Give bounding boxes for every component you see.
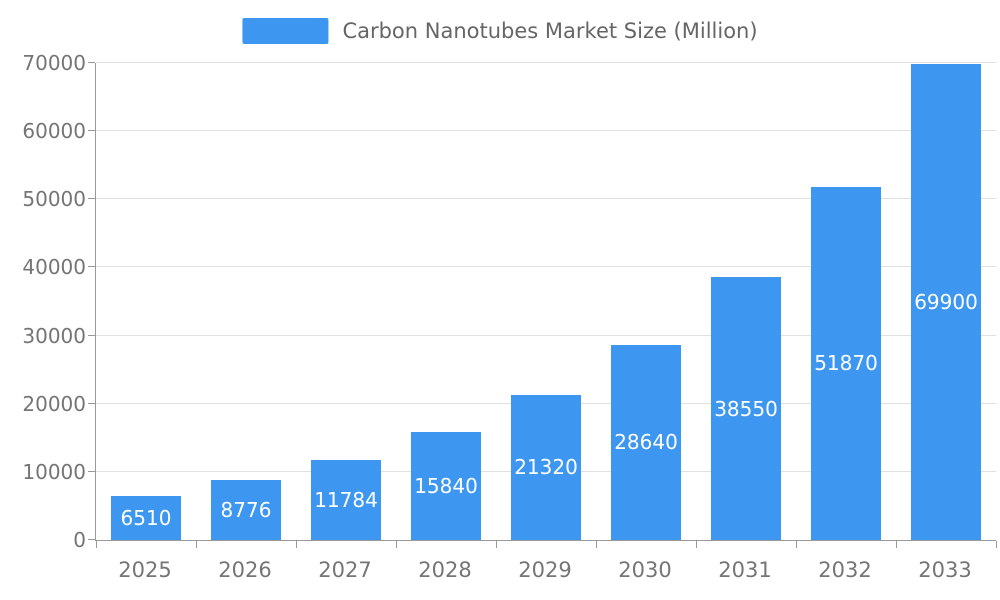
x-tick-label-2032: 2032 xyxy=(818,558,872,582)
y-tick-label: 70000 xyxy=(22,51,86,75)
y-axis-tick xyxy=(88,539,95,540)
y-tick-label: 40000 xyxy=(22,255,86,280)
y-gridline xyxy=(96,198,996,200)
x-axis-tick xyxy=(896,541,897,548)
legend-label: Carbon Nanotubes Market Size (Million) xyxy=(342,19,758,43)
bar-2026[interactable]: 8776 xyxy=(211,480,281,540)
y-gridline xyxy=(96,266,996,268)
y-axis-tick xyxy=(88,334,95,336)
bar-value-label: 28640 xyxy=(614,430,678,455)
y-axis-tick xyxy=(88,62,95,63)
x-axis-tick xyxy=(596,541,597,548)
x-tick-label-2031: 2031 xyxy=(718,558,772,582)
x-axis-tick xyxy=(496,541,497,548)
x-tick-label-2025: 2025 xyxy=(118,558,172,582)
bar-2031[interactable]: 38550 xyxy=(711,277,781,540)
x-axis: 2025 2026 2027 2028 2029 2030 2031 2032 2033 xyxy=(95,553,995,593)
chart-legend[interactable]: Carbon Nanotubes Market Size (Million) xyxy=(242,18,758,44)
x-tick-label-2029: 2029 xyxy=(518,558,572,582)
bar-value-label: 8776 xyxy=(220,498,272,523)
x-tick-label-2030: 2030 xyxy=(618,558,672,582)
x-tick-label-2028: 2028 xyxy=(418,558,472,582)
bar-2033[interactable]: 69900 xyxy=(911,63,981,540)
x-axis-tick xyxy=(396,541,397,548)
y-tick-label: 50000 xyxy=(22,187,86,212)
x-tick-label-2027: 2027 xyxy=(318,558,372,582)
y-axis-tick xyxy=(88,266,95,268)
y-axis-tick xyxy=(88,130,95,132)
y-gridline xyxy=(96,130,996,132)
bar-2030[interactable]: 28640 xyxy=(611,344,681,540)
bar-value-label: 11784 xyxy=(314,487,378,512)
x-tick-label-2033: 2033 xyxy=(918,558,972,582)
bar-value-label: 21320 xyxy=(514,455,578,480)
y-axis-tick xyxy=(88,470,95,472)
y-gridline xyxy=(96,334,996,336)
bar-value-label: 6510 xyxy=(120,505,172,530)
bar-value-label: 51870 xyxy=(814,351,878,376)
x-axis-tick xyxy=(996,541,997,548)
legend-swatch-icon xyxy=(242,18,329,44)
x-tick-label-2026: 2026 xyxy=(218,558,272,582)
bar-2025[interactable]: 6510 xyxy=(111,495,181,540)
bar-value-label: 69900 xyxy=(914,289,978,314)
y-gridline xyxy=(96,62,996,63)
x-axis-tick xyxy=(296,541,297,548)
bar-2029[interactable]: 21320 xyxy=(511,394,581,540)
x-axis-tick xyxy=(796,541,797,548)
y-axis-tick xyxy=(88,402,95,404)
x-axis-tick xyxy=(96,541,97,548)
x-axis-tick xyxy=(196,541,197,548)
y-tick-label: 60000 xyxy=(22,119,86,144)
y-tick-label: 0 xyxy=(73,528,86,552)
y-tick-label: 30000 xyxy=(22,323,86,348)
bar-value-label: 38550 xyxy=(714,396,778,421)
plot-area: 6510 8776 11784 15840 21320 28640 38550 51870 69… xyxy=(88,62,997,548)
y-tick-label: 20000 xyxy=(22,391,86,416)
bar-2032[interactable]: 51870 xyxy=(811,186,881,540)
bar-2028[interactable]: 15840 xyxy=(411,432,481,540)
x-axis-tick xyxy=(696,541,697,548)
y-tick-label: 10000 xyxy=(22,459,86,484)
y-axis-tick xyxy=(88,198,95,200)
y-axis: 0 10000 20000 30000 40000 50000 60000 70000 xyxy=(0,52,86,551)
bar-2027[interactable]: 11784 xyxy=(311,459,381,540)
bar-value-label: 15840 xyxy=(414,474,478,499)
